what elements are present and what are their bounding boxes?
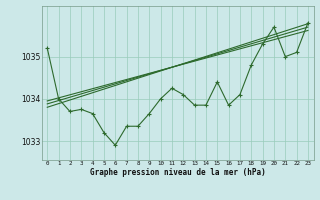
X-axis label: Graphe pression niveau de la mer (hPa): Graphe pression niveau de la mer (hPa) — [90, 168, 266, 177]
